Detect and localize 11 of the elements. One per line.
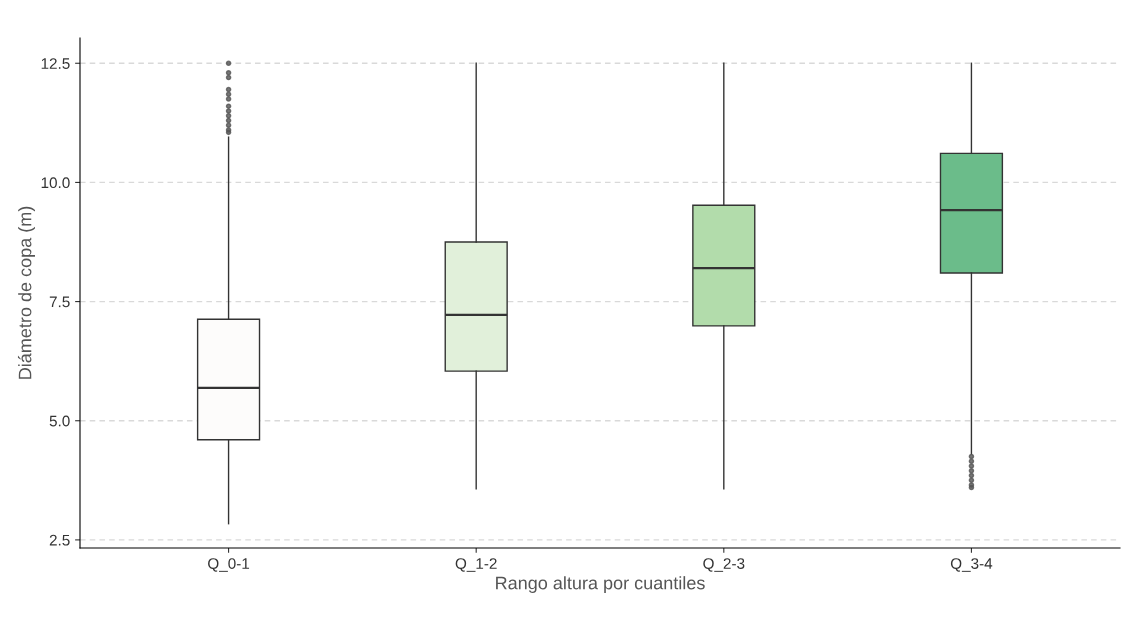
y-axis-title: Diámetro de copa (m) [17,206,35,379]
y-tick-label: 10.0 [41,177,70,189]
x-tick-label: Q_1-2 [455,558,497,572]
y-tick-label: 7.5 [49,296,70,308]
y-tick-label: 12.5 [41,58,70,69]
x-tick-label: Q_3-4 [950,558,993,572]
x-tick-label: Q_0-1 [208,558,250,572]
y-tick-label: 2.5 [49,534,70,546]
y-tick-label: 5.0 [49,415,70,427]
x-tick-label: Q_2-3 [703,558,745,572]
x-axis-title: Rango altura por cuantiles [496,576,705,593]
